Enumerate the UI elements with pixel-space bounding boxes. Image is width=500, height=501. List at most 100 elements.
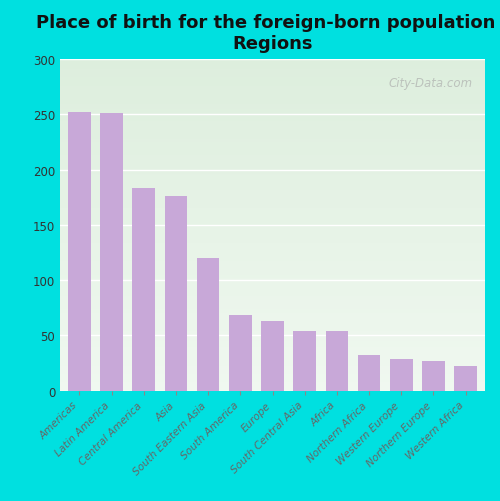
- Bar: [60, 359, 485, 361]
- Bar: [60, 336, 485, 338]
- Bar: [60, 82, 485, 83]
- Bar: [60, 106, 485, 108]
- Bar: [60, 320, 485, 321]
- Bar: [60, 138, 485, 139]
- Bar: [60, 212, 485, 214]
- Bar: [60, 308, 485, 310]
- Bar: [60, 100, 485, 101]
- Bar: [60, 364, 485, 366]
- Bar: [60, 200, 485, 202]
- Bar: [60, 75, 485, 77]
- Bar: [60, 264, 485, 265]
- Bar: [60, 229, 485, 230]
- Bar: [60, 151, 485, 153]
- Bar: [60, 141, 485, 143]
- Bar: [60, 148, 485, 149]
- Bar: [229, 316, 252, 391]
- Bar: [60, 121, 485, 123]
- Bar: [60, 272, 485, 274]
- Bar: [60, 224, 485, 225]
- Bar: [60, 222, 485, 224]
- Bar: [60, 105, 485, 106]
- Bar: [60, 176, 485, 177]
- Bar: [60, 73, 485, 75]
- Bar: [60, 242, 485, 243]
- Bar: [164, 197, 187, 391]
- Bar: [60, 293, 485, 295]
- Bar: [60, 361, 485, 363]
- Bar: [60, 133, 485, 134]
- Bar: [60, 285, 485, 287]
- Bar: [60, 353, 485, 354]
- Text: City-Data.com: City-Data.com: [388, 77, 472, 90]
- Bar: [60, 260, 485, 262]
- Bar: [60, 214, 485, 215]
- Bar: [60, 267, 485, 269]
- Bar: [60, 78, 485, 80]
- Bar: [60, 169, 485, 171]
- Bar: [60, 305, 485, 307]
- Bar: [60, 232, 485, 233]
- Bar: [60, 77, 485, 78]
- Bar: [60, 351, 485, 353]
- Bar: [60, 227, 485, 229]
- Bar: [60, 92, 485, 93]
- Bar: [60, 330, 485, 331]
- Bar: [60, 225, 485, 227]
- Bar: [60, 186, 485, 187]
- Bar: [60, 205, 485, 207]
- Bar: [60, 219, 485, 220]
- Bar: [60, 356, 485, 358]
- Bar: [60, 115, 485, 116]
- Bar: [60, 196, 485, 197]
- Bar: [60, 343, 485, 345]
- Bar: [60, 335, 485, 336]
- Bar: [60, 156, 485, 158]
- Bar: [60, 288, 485, 290]
- Bar: [60, 358, 485, 359]
- Bar: [60, 363, 485, 364]
- Bar: [60, 389, 485, 391]
- Bar: [60, 298, 485, 300]
- Bar: [60, 255, 485, 257]
- Bar: [358, 356, 380, 391]
- Bar: [60, 247, 485, 248]
- Bar: [60, 317, 485, 318]
- Bar: [60, 172, 485, 174]
- Bar: [60, 113, 485, 115]
- Bar: [294, 331, 316, 391]
- Bar: [60, 345, 485, 346]
- Bar: [60, 181, 485, 182]
- Bar: [60, 338, 485, 340]
- Bar: [60, 103, 485, 105]
- Bar: [60, 134, 485, 136]
- Bar: [132, 189, 155, 391]
- Bar: [60, 341, 485, 343]
- Bar: [100, 114, 123, 391]
- Bar: [60, 116, 485, 118]
- Bar: [197, 259, 220, 391]
- Bar: [60, 243, 485, 245]
- Bar: [60, 318, 485, 320]
- Bar: [60, 97, 485, 98]
- Bar: [60, 235, 485, 237]
- Bar: [60, 369, 485, 371]
- Bar: [60, 312, 485, 313]
- Bar: [390, 359, 412, 391]
- Bar: [60, 270, 485, 272]
- Bar: [60, 202, 485, 204]
- Bar: [60, 136, 485, 138]
- Bar: [60, 64, 485, 65]
- Bar: [60, 325, 485, 326]
- Bar: [60, 275, 485, 277]
- Bar: [60, 280, 485, 282]
- Bar: [60, 323, 485, 325]
- Bar: [60, 125, 485, 126]
- Bar: [60, 60, 485, 62]
- Bar: [60, 373, 485, 374]
- Bar: [60, 191, 485, 192]
- Bar: [60, 167, 485, 169]
- Bar: [60, 194, 485, 196]
- Bar: [60, 220, 485, 222]
- Bar: [60, 295, 485, 297]
